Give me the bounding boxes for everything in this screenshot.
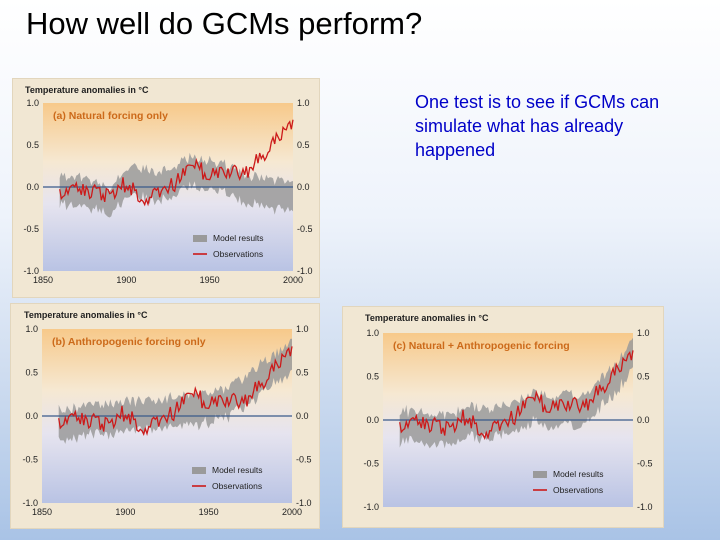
y-tick-label-right: -1.0	[637, 502, 653, 512]
chart-subtitle: (b) Anthropogenic forcing only	[52, 336, 206, 348]
y-tick-label-right: 1.0	[637, 328, 650, 338]
observations-line	[58, 346, 293, 437]
y-tick-label-right: -0.5	[296, 455, 312, 465]
legend-model-swatch	[533, 471, 547, 478]
chart-title: Temperature anomalies in °C	[25, 85, 149, 95]
observations-line	[399, 350, 634, 441]
y-tick-label-right: 0.0	[297, 182, 310, 192]
y-tick-label-right: 0.5	[296, 368, 309, 378]
chart-svg: Temperature anomalies in °C (c) Natural +…	[363, 313, 653, 512]
chart-panel-b: Temperature anomalies in °C (b) Anthropog…	[10, 303, 320, 529]
y-tick-label-left: 0.0	[26, 182, 39, 192]
observations-line	[59, 119, 294, 207]
x-tick-label: 2000	[283, 275, 303, 285]
y-tick-label-left: 0.5	[26, 140, 39, 150]
y-tick-label-left: -1.0	[23, 266, 39, 276]
y-tick-label-right: -1.0	[297, 266, 313, 276]
x-tick-label: 1950	[200, 275, 220, 285]
slide-title: How well do GCMs perform?	[26, 6, 423, 41]
chart-title: Temperature anomalies in °C	[24, 310, 148, 320]
legend-observations-label: Observations	[212, 481, 262, 491]
x-tick-label: 1900	[115, 507, 135, 517]
y-tick-label-left: -0.5	[23, 224, 39, 234]
y-tick-label-right: 0.0	[296, 411, 309, 421]
y-tick-label-right: 0.5	[297, 140, 310, 150]
legend-model-swatch	[193, 235, 207, 242]
y-tick-label-left: 1.0	[366, 328, 379, 338]
legend-observations-label: Observations	[213, 249, 263, 259]
y-tick-label-left: -0.5	[363, 459, 379, 469]
legend-model-label: Model results	[212, 465, 263, 475]
y-tick-label-right: -0.5	[297, 224, 313, 234]
y-tick-label-right: 1.0	[296, 324, 309, 334]
x-tick-label: 1850	[33, 275, 53, 285]
y-tick-label-left: -1.0	[22, 498, 38, 508]
y-tick-label-right: -0.5	[637, 459, 653, 469]
chart-panel-c: Temperature anomalies in °C (c) Natural +…	[342, 306, 664, 528]
y-tick-label-right: 0.5	[637, 372, 650, 382]
y-tick-label-left: 0.5	[366, 372, 379, 382]
chart-panel-a: Temperature anomalies in °C (a) Natural f…	[12, 78, 320, 298]
y-tick-label-left: 1.0	[25, 324, 38, 334]
y-tick-label-left: -0.5	[22, 455, 38, 465]
chart-subtitle: (a) Natural forcing only	[53, 110, 168, 122]
y-tick-label-left: 0.0	[366, 415, 379, 425]
y-tick-label-left: 1.0	[26, 98, 39, 108]
x-tick-label: 1900	[116, 275, 136, 285]
legend-observations-label: Observations	[553, 485, 603, 495]
chart-subtitle: (c) Natural + Anthropogenic forcing	[393, 340, 570, 352]
y-tick-label-left: 0.0	[25, 411, 38, 421]
x-tick-label: 1950	[199, 507, 219, 517]
x-tick-label: 2000	[282, 507, 302, 517]
chart-title: Temperature anomalies in °C	[365, 313, 489, 323]
y-tick-label-right: 0.0	[637, 415, 650, 425]
y-tick-label-left: 0.5	[25, 368, 38, 378]
chart-svg: Temperature anomalies in °C (a) Natural f…	[23, 85, 313, 285]
legend-model-label: Model results	[213, 233, 264, 243]
legend-model-swatch	[192, 467, 206, 474]
y-tick-label-right: 1.0	[297, 98, 310, 108]
y-tick-label-right: -1.0	[296, 498, 312, 508]
legend-model-label: Model results	[553, 469, 604, 479]
x-tick-label: 1850	[32, 507, 52, 517]
chart-svg: Temperature anomalies in °C (b) Anthropog…	[22, 310, 312, 517]
slide-body-text: One test is to see if GCMs can simulate …	[415, 92, 660, 160]
y-tick-label-left: -1.0	[363, 502, 379, 512]
